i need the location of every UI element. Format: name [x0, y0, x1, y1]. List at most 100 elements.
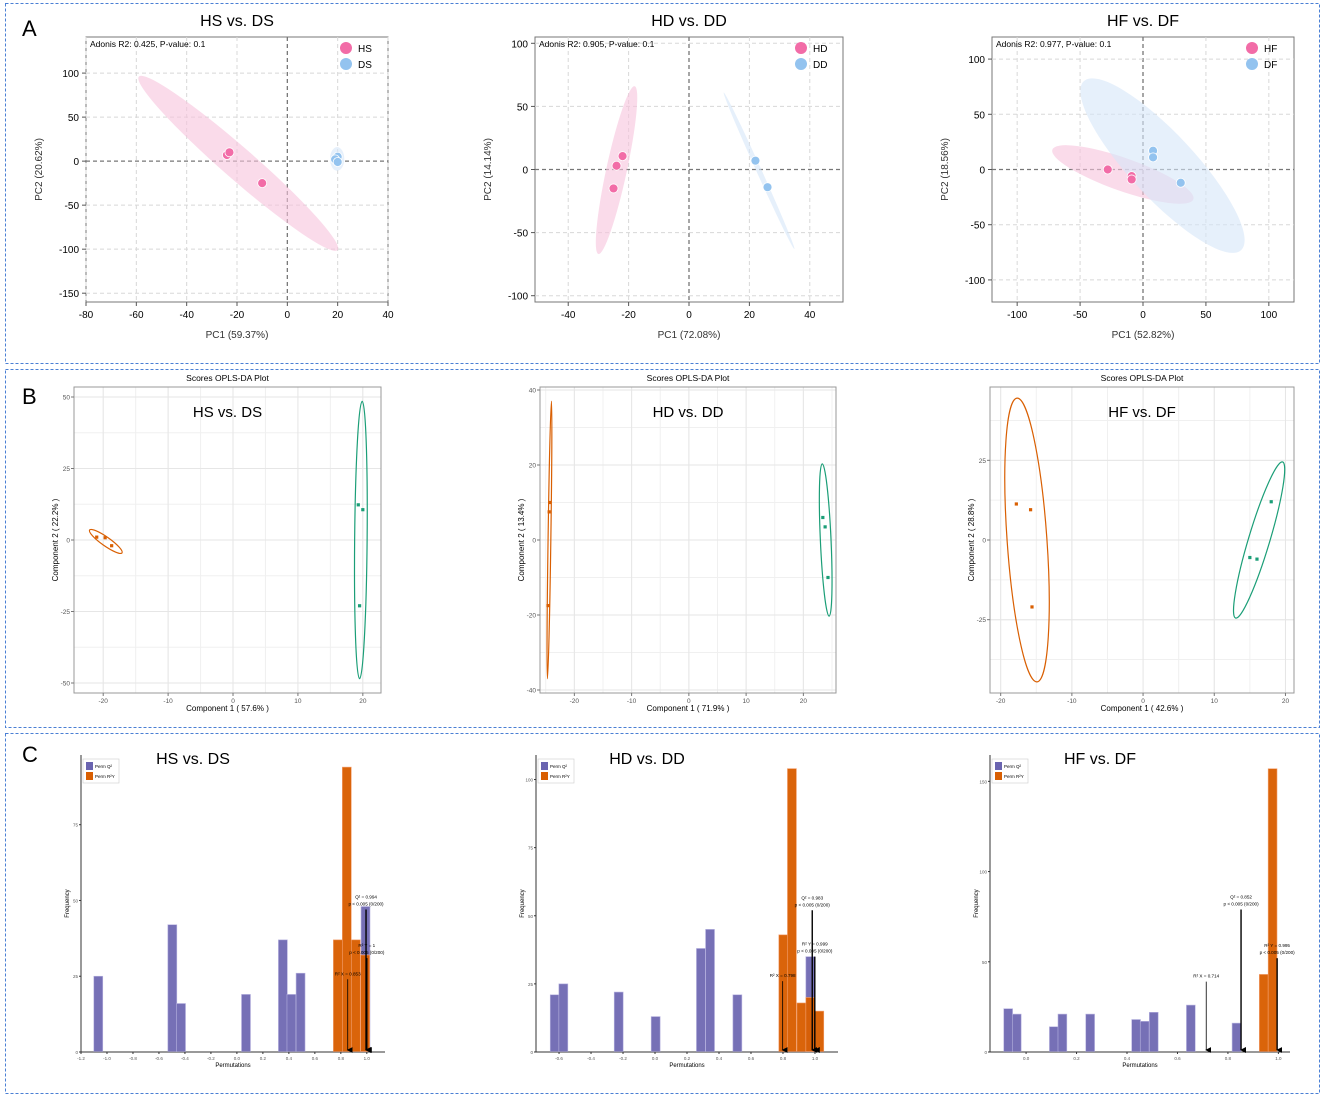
panel-b-frame	[5, 369, 1320, 728]
score-point-group-2	[826, 575, 830, 580]
x-tick-label: -60	[129, 310, 144, 321]
y-axis-label: PC2 (18.56%)	[940, 138, 951, 201]
y-tick-label: 50	[73, 898, 79, 903]
x-tick-label: -20	[996, 698, 1006, 705]
y-tick-label: 50	[974, 110, 986, 121]
y-tick-label: 100	[62, 69, 79, 80]
bar-perm-r2y	[796, 1002, 807, 1052]
score-point-group-2	[823, 525, 827, 529]
score-point-group-2	[821, 515, 825, 520]
chart-title: HF vs. DF	[1107, 13, 1179, 30]
legend-label: Perm R²Y	[1004, 774, 1024, 779]
legend-swatch	[86, 762, 93, 770]
legend-label: Perm R²Y	[95, 774, 115, 779]
x-tick-label: 40	[382, 310, 394, 321]
y-tick-label: 0	[75, 1050, 78, 1055]
legend: Perm Q² Perm R²Y	[82, 758, 120, 784]
x-tick-label: 50	[1200, 310, 1212, 321]
y-tick-label: -20	[527, 613, 537, 620]
bar-perm-q2	[1049, 1026, 1059, 1052]
bar-perm-q2	[1231, 1022, 1242, 1052]
x-axis-label: PC1 (52.82%)	[1112, 330, 1175, 341]
bar-perm-q2	[1003, 1008, 1013, 1052]
x-tick-label: -100	[1007, 310, 1027, 321]
adonis-annotation: Adonis R2: 0.977, P-value: 0.1	[996, 39, 1112, 49]
chart-title: HS vs. DS	[200, 13, 274, 30]
legend-swatch	[541, 772, 548, 780]
y-axis-label: Component 2 ( 13.4% )	[517, 498, 526, 581]
bar-perm-q2	[1186, 1004, 1196, 1052]
point-hd	[611, 160, 622, 171]
plot-title: Scores OPLS-DA Plot	[186, 373, 269, 383]
y-tick-label: -25	[977, 617, 987, 624]
y-tick-label: 50	[982, 960, 988, 965]
panel-label-c: C	[22, 742, 38, 767]
y-tick-label: 100	[968, 55, 985, 66]
bar-perm-q2	[278, 939, 288, 1052]
x-tick-label: -1.2	[77, 1056, 85, 1061]
y-tick-label: 0	[982, 538, 986, 545]
legend-marker-hs	[340, 42, 352, 54]
score-point-group-1	[1028, 508, 1033, 512]
x-tick-label: 10	[1211, 698, 1219, 705]
bar-perm-r2y	[787, 768, 797, 1052]
x-axis-label: PC1 (72.08%)	[658, 330, 721, 341]
y-tick-label: 0	[66, 538, 70, 545]
point-hs	[257, 178, 268, 189]
y-tick-label: 100	[525, 778, 533, 783]
x-tick-label: 0.2	[260, 1056, 267, 1061]
legend-marker-hd	[795, 42, 807, 54]
confidence-ellipse-2	[1232, 461, 1286, 619]
bar-perm-q2	[1085, 1013, 1095, 1052]
legend-label-hf: HF	[1264, 44, 1277, 55]
y-tick-label: 100	[511, 39, 528, 50]
x-axis-label: Permutations	[1122, 1063, 1157, 1069]
x-tick-label: -50	[1073, 310, 1088, 321]
bar-perm-q2	[176, 1003, 186, 1052]
score-point-group-1	[547, 510, 551, 514]
y-axis-label: Frequency	[520, 889, 526, 917]
x-tick-label: 0.4	[716, 1056, 723, 1061]
chart-title: HF vs. DF	[1064, 751, 1136, 768]
stat-annotation: p < 0.005 (0/200)	[349, 950, 385, 955]
confidence-ellipse-2	[818, 463, 833, 617]
bar-perm-r2y	[333, 939, 343, 1052]
x-tick-label: 20	[744, 310, 756, 321]
legend-label: Perm Q²	[550, 764, 568, 769]
y-axis-label: PC2 (20.62%)	[34, 138, 45, 201]
x-tick-label: -0.4	[587, 1056, 595, 1061]
point-hf	[1126, 174, 1137, 185]
bar-perm-q2	[558, 983, 569, 1052]
chart-title: HD vs. DD	[651, 13, 727, 30]
y-tick-label: 25	[528, 982, 534, 987]
x-tick-label: -1.0	[103, 1056, 111, 1061]
bar-perm-q2	[696, 948, 706, 1052]
score-point-group-2	[356, 503, 360, 507]
legend-label: Perm R²Y	[550, 774, 570, 779]
x-tick-label: -40	[179, 310, 194, 321]
comparison-label: HD vs. DD	[653, 404, 724, 421]
legend: Perm Q² Perm R²Y	[537, 758, 575, 784]
bar-perm-q2	[93, 975, 104, 1052]
confidence-ellipse-hs	[138, 75, 339, 251]
x-axis-label: Component 1 ( 42.6% )	[1101, 704, 1184, 713]
point-hs	[224, 147, 235, 158]
legend: Perm Q² Perm R²Y	[991, 758, 1029, 784]
x-tick-label: 0.2	[1073, 1056, 1080, 1061]
bar-perm-r2y	[814, 1010, 825, 1052]
y-tick-label: 25	[979, 458, 987, 465]
adonis-annotation: Adonis R2: 0.425, P-value: 0.1	[90, 39, 206, 49]
plot-title: Scores OPLS-DA Plot	[647, 373, 730, 383]
panel-label-a: A	[22, 16, 37, 41]
chart-4: Scores OPLS-DA Plot -20 -10 0 10 20 50 25 0 -25 -5…	[51, 373, 382, 713]
y-axis-label: Frequency	[974, 889, 980, 917]
score-point-group-1	[546, 604, 550, 608]
x-axis-label: Component 1 ( 71.9% )	[647, 704, 730, 713]
y-tick-label: 25	[63, 466, 71, 473]
x-tick-label: -20	[230, 310, 245, 321]
score-point-group-1	[1014, 502, 1018, 506]
x-tick-label: 0.4	[286, 1056, 293, 1061]
x-tick-label: -0.2	[619, 1056, 627, 1061]
bar-perm-q2	[1139, 1021, 1150, 1052]
